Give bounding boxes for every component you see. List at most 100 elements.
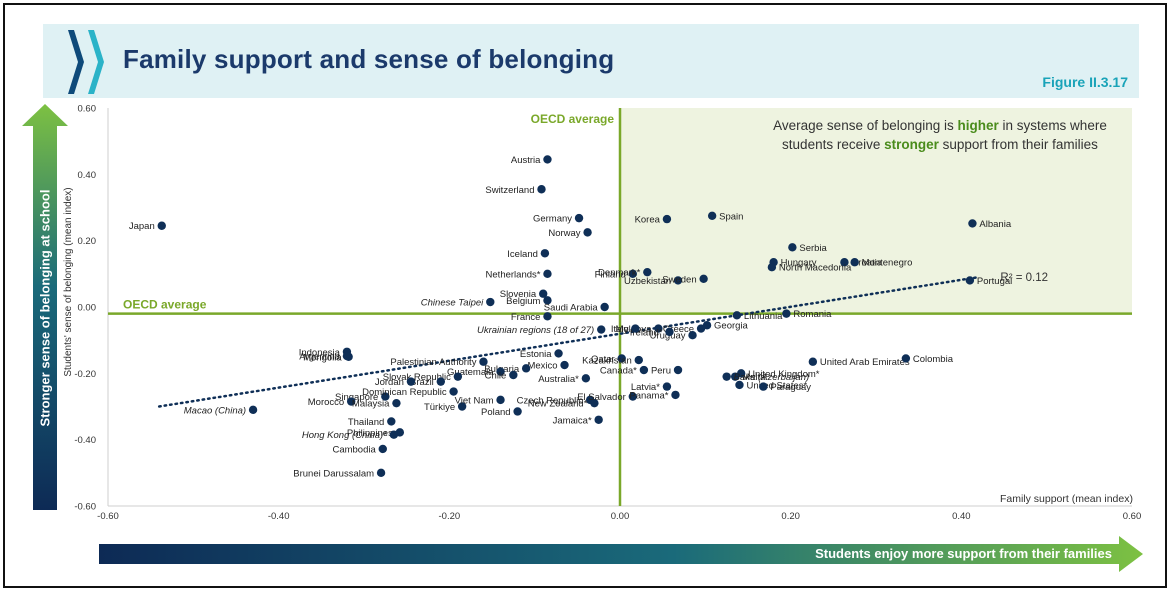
data-point-label: Hungary	[781, 258, 817, 269]
x-tick-label: -0.40	[268, 511, 290, 522]
y-tick-label: 0.60	[78, 104, 97, 115]
data-point-label: Uruguay	[650, 331, 686, 342]
data-point	[513, 407, 522, 416]
data-point	[662, 382, 672, 391]
y-tick-label: -0.60	[74, 502, 96, 513]
data-point-label: Australia*	[538, 374, 579, 385]
data-point-label: Netherlands*	[486, 269, 541, 280]
data-point-label: United Kingdom*	[748, 369, 820, 380]
y-tick-label: -0.20	[74, 369, 96, 380]
y-tick-label: -0.40	[74, 435, 96, 446]
y-arrow-label: Stronger sense of belonging at school	[37, 189, 53, 427]
data-point-label: Portugal	[977, 276, 1012, 287]
data-point-label: Korea	[635, 215, 661, 226]
data-point-label: Argentina	[299, 352, 340, 363]
data-point-label: Croatia	[851, 258, 882, 269]
data-point-label: Switzerland	[485, 185, 534, 196]
data-point-label: Thailand	[348, 417, 384, 428]
x-direction-arrow	[99, 536, 1143, 572]
data-point-label: Brunei Darussalam	[293, 468, 374, 479]
data-point	[157, 221, 166, 230]
data-point	[901, 354, 911, 363]
data-point-label: New Zealand*	[528, 399, 588, 410]
data-point-label: Spain	[719, 211, 743, 222]
data-point	[654, 324, 663, 333]
data-point-label: Montenegro	[862, 258, 913, 269]
data-point	[628, 269, 637, 279]
data-point	[759, 382, 768, 391]
data-point	[406, 377, 416, 386]
y-direction-arrow	[22, 104, 68, 510]
chevron-logo-icon	[68, 30, 84, 94]
oecd-average-y-label: OECD average	[123, 298, 207, 312]
data-point	[389, 430, 399, 439]
data-point-label: Türkiye	[424, 402, 455, 413]
data-point	[840, 258, 849, 267]
data-point	[387, 417, 396, 426]
y-axis-title: Students' sense of belonging (mean index…	[63, 187, 74, 376]
figure-label: Figure II.3.17	[1042, 74, 1128, 90]
data-point-label: Singapore	[335, 392, 378, 403]
data-point-label: Chinese Taipei	[421, 298, 484, 309]
data-point	[560, 360, 569, 370]
data-point	[378, 444, 387, 454]
data-point	[767, 263, 777, 272]
data-point	[590, 398, 599, 408]
data-point-label: Sweden	[662, 274, 696, 285]
data-point-label: Chile	[485, 370, 507, 381]
x-arrow-label: Students enjoy more support from their f…	[815, 546, 1112, 561]
data-point-label: Canada*	[600, 366, 637, 377]
data-point	[699, 274, 708, 284]
annotation-text: students receive	[782, 137, 885, 152]
data-point	[735, 380, 744, 390]
data-point-label: Italy	[611, 324, 629, 335]
data-point	[634, 355, 643, 365]
data-point	[509, 370, 518, 380]
data-point	[521, 364, 531, 373]
data-point-label: Peru	[651, 366, 671, 377]
data-point-label: Kazakhstan	[582, 356, 632, 367]
data-point-label: Brazil	[410, 377, 434, 388]
data-point-label: Uzbekistan	[624, 276, 671, 287]
annotation-text: support from their families	[938, 137, 1098, 152]
data-point	[850, 258, 859, 267]
data-point	[543, 312, 552, 321]
data-point	[639, 365, 649, 375]
data-point	[673, 276, 683, 285]
annotation-highlight: higher	[957, 118, 999, 133]
data-point	[537, 185, 546, 194]
data-point-label: Georgia	[714, 321, 749, 332]
data-point	[381, 392, 390, 401]
data-point-label: Malta	[742, 372, 766, 383]
data-point-label: Jamaica*	[553, 415, 592, 426]
data-point	[581, 374, 591, 383]
data-point	[436, 377, 445, 386]
data-point	[965, 276, 975, 285]
data-point	[673, 365, 683, 375]
r-squared-label: R² = 0.12	[1000, 272, 1048, 284]
data-point	[707, 211, 717, 220]
data-point-label: Morocco	[308, 397, 344, 408]
data-point	[347, 397, 356, 406]
annotation-highlight: stronger	[884, 137, 939, 152]
data-point-label: Norway	[548, 228, 580, 239]
data-point	[671, 390, 680, 400]
data-point	[486, 297, 495, 307]
data-point	[808, 357, 818, 366]
data-point	[688, 330, 697, 340]
data-point-label: Lithuania	[744, 311, 783, 322]
trendline	[157, 275, 980, 408]
data-point-label: North Macedonia	[779, 263, 852, 274]
data-point	[392, 398, 401, 408]
data-point	[479, 357, 488, 366]
data-point	[597, 325, 606, 334]
page-title: Family support and sense of belonging	[123, 44, 615, 74]
data-point	[732, 311, 742, 320]
data-point-label: Mongolia	[303, 352, 342, 363]
data-point-label: Macao (China)	[184, 405, 246, 416]
annotation-text: in systems where	[998, 118, 1107, 133]
data-point-label: Latvia*	[631, 382, 660, 393]
data-point-label: Philippines	[347, 428, 393, 439]
data-point	[662, 214, 672, 224]
data-point-label: Cambodia	[332, 444, 376, 455]
